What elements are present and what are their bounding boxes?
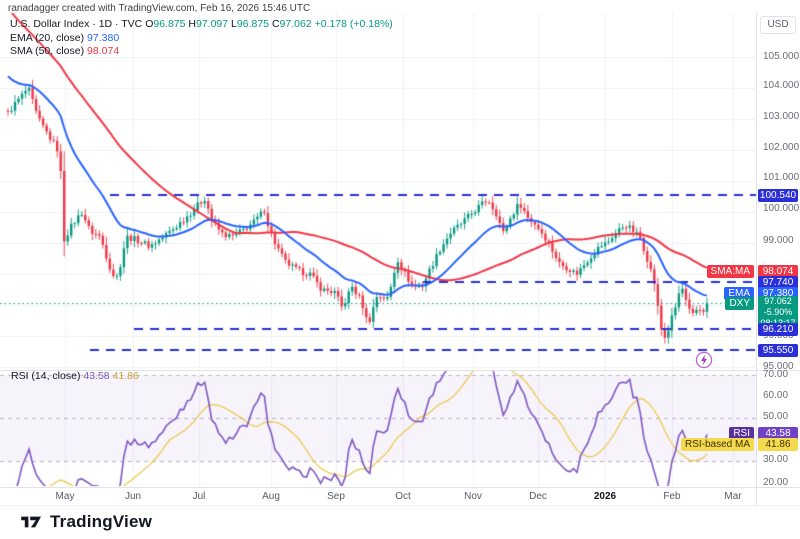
- ema-label: EMA (20, close): [10, 31, 85, 44]
- rsi-legend-row[interactable]: RSI (14, close) 43.58 41.86: [11, 370, 139, 382]
- month-tick: Feb: [663, 491, 681, 502]
- rsi-tag-badge: RSI: [729, 427, 754, 440]
- level-badge-97740: 97.740: [758, 276, 798, 289]
- price-tick: 104.000: [763, 80, 800, 91]
- ohlc-close-value: 97.062: [279, 18, 312, 30]
- symbol-legend-row[interactable]: U.S. Dollar Index · 1D · TVC O96.875 H97…: [10, 18, 393, 31]
- month-tick: May: [55, 491, 75, 502]
- sma-value-badge: 98.074: [758, 265, 798, 278]
- flash-event-marker[interactable]: [695, 351, 713, 369]
- sma-legend-row[interactable]: SMA (50, close) 98.074: [10, 45, 393, 58]
- month-tick: Sep: [327, 491, 345, 502]
- tradingview-logo-icon: [21, 516, 41, 528]
- month-tick: Nov: [464, 491, 482, 502]
- ema-value: 97.380: [87, 31, 120, 44]
- sma-value: 98.074: [87, 45, 120, 57]
- rsi-label: RSI (14, close): [11, 370, 81, 382]
- price-tick: 100.000: [763, 203, 800, 214]
- time-axis-bottom-border: [0, 505, 800, 506]
- rsi-ma-value: 41.86: [112, 370, 139, 382]
- tradingview-logo[interactable]: TradingView: [20, 512, 152, 532]
- dxy-tag-badge: DXY: [725, 297, 754, 310]
- price-scale-border: [756, 13, 757, 506]
- month-tick: Aug: [262, 491, 280, 502]
- price-tick: 101.000: [763, 172, 800, 183]
- lightning-icon: [695, 351, 713, 369]
- month-tick: Mar: [724, 491, 742, 502]
- sma-label: SMA (50, close): [10, 45, 85, 57]
- ohlc-open-label: O: [145, 18, 154, 30]
- month-tick: Jun: [124, 491, 142, 502]
- ohlc-open-value: 96.875: [153, 18, 186, 30]
- price-tick: 103.000: [763, 111, 800, 122]
- rsi-tick: 50.00: [763, 411, 789, 422]
- level-badge-96210: 96.210: [758, 323, 798, 336]
- level-badge-100540: 100.540: [758, 189, 798, 202]
- ohlc-low-value: 96.875: [236, 18, 270, 30]
- rsi-ma-tag-badge: RSI-based MA: [680, 438, 754, 451]
- rsi-tick: 30.00: [763, 454, 789, 465]
- dxy-change-pct: -5.90%: [763, 307, 793, 317]
- ema-legend-row[interactable]: EMA (20, close) 97.380: [10, 32, 393, 45]
- chart-attribution: ranadagger created with TradingView.com,…: [8, 3, 311, 14]
- ohlc-high-value: 97.097: [196, 18, 229, 30]
- rsi-ma-value-badge: 41.86: [758, 438, 798, 451]
- year-tick: 2026: [593, 491, 617, 502]
- month-tick: Jul: [192, 491, 206, 502]
- change-value: +0.178 (+0.18%): [314, 18, 393, 30]
- ohlc-low-label: L: [231, 18, 237, 30]
- tradingview-logo-text: TradingView: [50, 512, 153, 531]
- level-badge-95550: 95.550: [758, 344, 798, 357]
- ema-tag-badge: EMA: [724, 287, 754, 300]
- rsi-value-badge: 43.58: [758, 427, 798, 440]
- month-tick: Dec: [529, 491, 547, 502]
- ohlc-high-label: H: [188, 18, 196, 30]
- rsi-tick: 20.00: [763, 477, 789, 488]
- rsi-tick: 70.00: [763, 369, 789, 380]
- price-tick: 95.000: [763, 361, 794, 372]
- rsi-tick: 60.00: [763, 390, 789, 401]
- rsi-value: 43.58: [83, 370, 110, 382]
- sma-tag-badge: SMA:MA: [706, 265, 754, 278]
- price-tick: 105.000: [763, 51, 800, 62]
- currency-label[interactable]: USD: [760, 16, 796, 34]
- price-tick: 99.000: [763, 235, 794, 246]
- pane-separator[interactable]: [0, 370, 800, 371]
- symbol-title: U.S. Dollar Index · 1D · TVC: [10, 18, 143, 30]
- price-tick: 102.000: [763, 142, 800, 153]
- chart-legend[interactable]: U.S. Dollar Index · 1D · TVC O96.875 H97…: [10, 18, 393, 59]
- dxy-last-price: 97.062: [764, 296, 792, 306]
- time-axis-border: [0, 487, 800, 488]
- ohlc-close-label: C: [271, 18, 280, 30]
- month-tick: Oct: [395, 491, 411, 502]
